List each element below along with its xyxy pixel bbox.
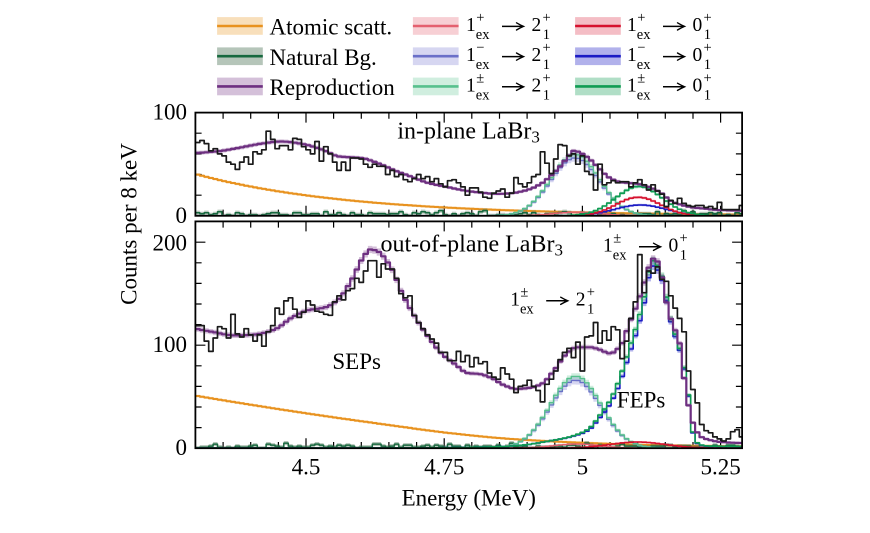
svg-text:0: 0	[693, 75, 703, 96]
svg-text:1: 1	[704, 87, 711, 103]
svg-text:1: 1	[627, 15, 637, 36]
svg-text:1: 1	[543, 87, 550, 103]
svg-text:100: 100	[153, 100, 188, 125]
svg-text:1: 1	[466, 75, 476, 96]
svg-text:1: 1	[627, 75, 637, 96]
svg-text:+: +	[587, 284, 595, 300]
svg-text:+: +	[543, 70, 551, 86]
svg-text:5.25: 5.25	[700, 455, 740, 480]
svg-text:±: ±	[613, 230, 621, 246]
svg-text:0: 0	[669, 235, 679, 256]
svg-text:1: 1	[680, 247, 687, 263]
svg-text:ex: ex	[613, 247, 627, 263]
svg-text:1: 1	[466, 15, 476, 36]
svg-text:+: +	[637, 10, 645, 26]
svg-text:+: +	[476, 10, 484, 26]
svg-text:in-plane LaBr3: in-plane LaBr3	[397, 119, 539, 147]
svg-text:0: 0	[176, 203, 188, 228]
svg-text:1: 1	[543, 27, 550, 43]
svg-text:+: +	[680, 230, 688, 246]
svg-text:−: −	[637, 40, 645, 56]
svg-text:ex: ex	[637, 57, 651, 73]
svg-text:1: 1	[603, 235, 613, 256]
svg-text:1: 1	[704, 57, 711, 73]
svg-text:ex: ex	[520, 301, 534, 317]
svg-text:±: ±	[637, 70, 645, 86]
svg-text:1: 1	[627, 45, 637, 66]
svg-text:2: 2	[532, 75, 542, 96]
svg-text:+: +	[543, 40, 551, 56]
svg-text:ex: ex	[476, 27, 490, 43]
svg-text:100: 100	[153, 332, 188, 357]
svg-text:Counts per 8 keV: Counts per 8 keV	[117, 143, 142, 305]
svg-text:1: 1	[510, 289, 520, 310]
svg-text:Natural Bg.: Natural Bg.	[270, 45, 377, 70]
svg-text:+: +	[704, 40, 712, 56]
svg-text:5: 5	[577, 455, 589, 480]
svg-text:±: ±	[520, 284, 528, 300]
svg-text:ex: ex	[476, 57, 490, 73]
svg-text:200: 200	[153, 231, 188, 256]
svg-text:1: 1	[466, 45, 476, 66]
svg-text:±: ±	[476, 70, 484, 86]
svg-text:0: 0	[693, 15, 703, 36]
svg-text:−: −	[476, 40, 484, 56]
svg-text:+: +	[704, 70, 712, 86]
svg-text:1: 1	[704, 27, 711, 43]
svg-text:4.5: 4.5	[292, 455, 321, 480]
svg-text:FEPs: FEPs	[617, 387, 666, 412]
svg-text:ex: ex	[476, 87, 490, 103]
svg-text:out-of-plane LaBr3: out-of-plane LaBr3	[381, 232, 563, 260]
svg-text:1: 1	[587, 301, 594, 317]
svg-text:0: 0	[693, 45, 703, 66]
svg-text:0: 0	[176, 435, 188, 460]
svg-text:Reproduction: Reproduction	[270, 75, 396, 100]
svg-text:+: +	[704, 10, 712, 26]
svg-text:2: 2	[532, 15, 542, 36]
svg-text:ex: ex	[637, 27, 651, 43]
svg-text:Energy (MeV): Energy (MeV)	[402, 486, 536, 511]
svg-text:2: 2	[532, 45, 542, 66]
svg-text:2: 2	[576, 289, 586, 310]
svg-text:Atomic scatt.: Atomic scatt.	[270, 15, 393, 40]
svg-text:1: 1	[543, 57, 550, 73]
svg-text:ex: ex	[637, 87, 651, 103]
svg-text:+: +	[543, 10, 551, 26]
svg-text:SEPs: SEPs	[332, 349, 381, 374]
svg-text:4.75: 4.75	[424, 455, 464, 480]
